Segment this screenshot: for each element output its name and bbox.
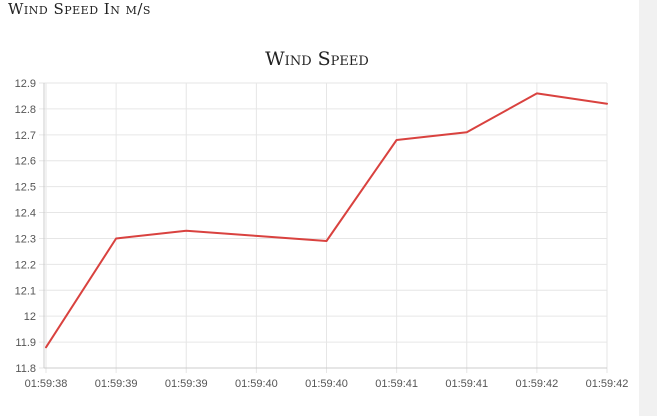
y-tick-label: 12.8	[15, 104, 36, 116]
y-tick-label: 12.6	[15, 156, 36, 168]
wind-speed-series-line	[45, 92, 608, 349]
scrollbar-track[interactable]	[639, 0, 657, 416]
y-tick-label: 12.4	[15, 208, 36, 220]
y-tick-label: 12.2	[15, 259, 36, 271]
x-tick-label: 01:59:41	[375, 378, 418, 390]
x-tick-label: 01:59:42	[586, 378, 629, 390]
x-tick-label: 01:59:40	[235, 378, 278, 390]
x-tick-label: 01:59:39	[95, 378, 138, 390]
x-tick-label: 01:59:42	[515, 378, 558, 390]
x-axis-ticks: 01:59:38 01:59:39 01:59:39 01:59:40 01:59:40…	[25, 378, 629, 390]
y-tick-label: 12.5	[15, 182, 36, 194]
y-tick-label: 12.7	[15, 130, 36, 142]
x-tick-label: 01:59:41	[445, 378, 488, 390]
y-tick-label: 12	[24, 311, 36, 323]
y-tick-label: 11.8	[15, 363, 36, 375]
y-axis-ticks: 11.8 11.9 12 12.1 12.2 12.3 12.4 12.5 12.6 12.7 12…	[15, 78, 36, 375]
y-tick-label: 11.9	[15, 337, 36, 349]
x-tick-label: 01:59:40	[305, 378, 348, 390]
wind-speed-chart: Wind Speed 11.8 11.9 12 12.1 12.2 12.3 12.4 12.…	[15, 48, 629, 390]
y-tick-label: 12.3	[15, 233, 36, 245]
chart-title: Wind Speed	[265, 48, 369, 70]
page-heading: Wind Speed In m/s	[8, 0, 151, 18]
x-tick-label: 01:59:39	[165, 378, 208, 390]
x-tick-label: 01:59:38	[25, 378, 68, 390]
y-tick-label: 12.9	[15, 78, 36, 90]
chart-axes	[43, 83, 607, 369]
y-tick-label: 12.1	[15, 285, 36, 297]
chart-grid	[39, 82, 608, 373]
chart-series	[45, 92, 608, 349]
